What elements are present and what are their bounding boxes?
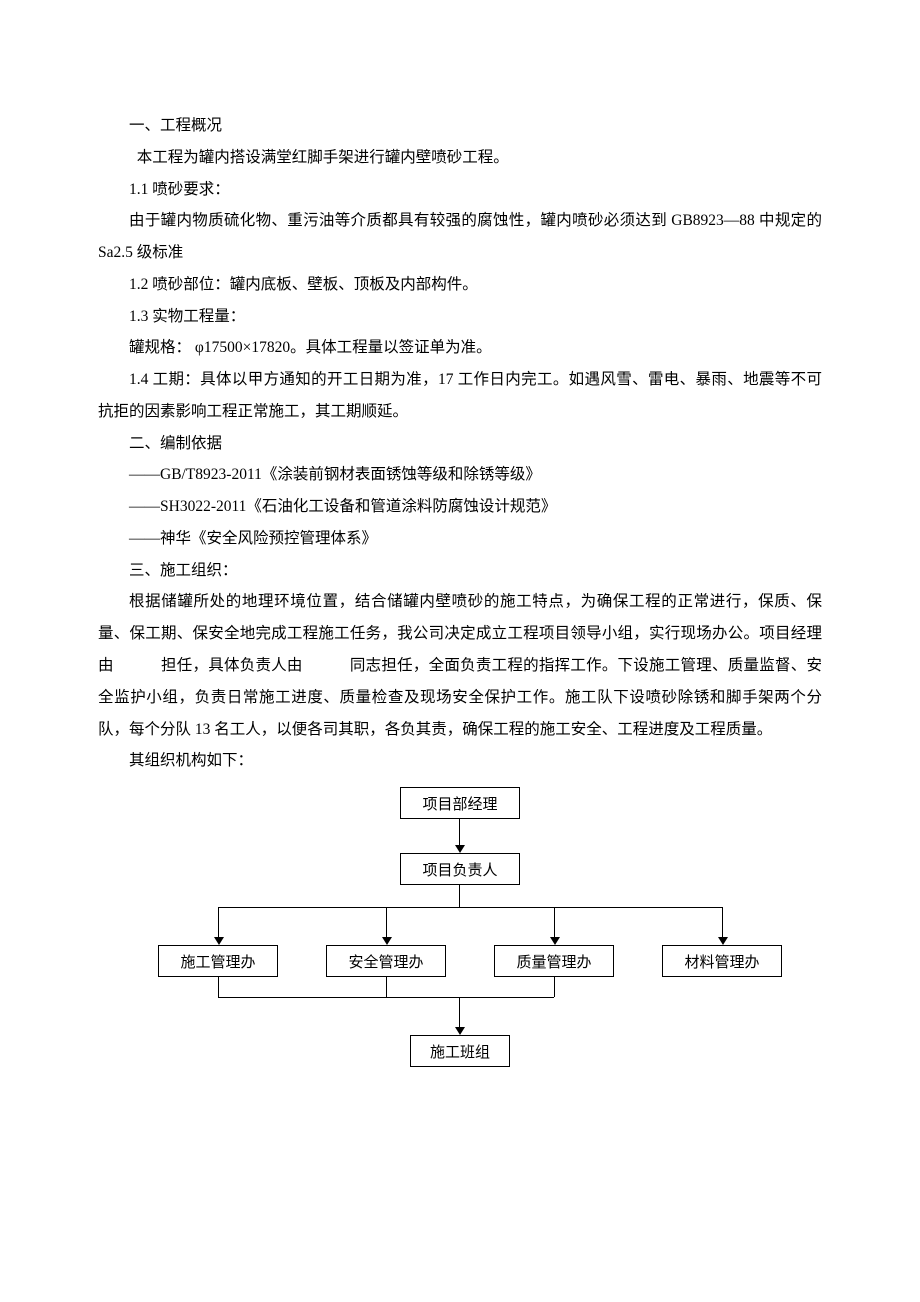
node-root: 项目部经理 [400, 787, 520, 819]
node-leader-label: 项目负责人 [422, 859, 497, 880]
org-chart-intro: 其组织机构如下： [98, 745, 822, 777]
org-chart: 项目部经理 项目负责人 施工管理办 安全管理办 质量管理办 材料管理办 施工班组 [98, 787, 822, 1087]
node-leader: 项目负责人 [400, 853, 520, 885]
conn-drop-c2 [386, 977, 387, 997]
node-safety-label: 安全管理办 [348, 951, 423, 972]
para-requirement: 由于罐内物质硫化物、重污油等介质都具有较强的腐蚀性，罐内喷砂必须达到 GB892… [98, 205, 822, 269]
section-1-2: 1.2 喷砂部位：罐内底板、壁板、顶板及内部构件。 [98, 269, 822, 301]
ref-shenhua: ——神华《安全风险预控管理体系》 [98, 523, 822, 555]
conn-team-stem [459, 997, 460, 1027]
conn-horiz-bus [218, 907, 722, 908]
conn-drop-c1 [218, 977, 219, 997]
intro-para: 本工程为罐内搭设满堂红脚手架进行罐内壁喷砂工程。 [98, 142, 822, 174]
node-team-label: 施工班组 [430, 1041, 490, 1062]
node-material-label: 材料管理办 [684, 951, 759, 972]
node-root-label: 项目部经理 [422, 793, 497, 814]
heading-2: 二、编制依据 [98, 428, 822, 460]
arrow-n1 [214, 937, 224, 945]
heading-1: 一、工程概况 [98, 110, 822, 142]
node-quality: 质量管理办 [494, 945, 614, 977]
conn-drop-n3 [554, 907, 555, 937]
section-1-1: 1.1 喷砂要求： [98, 174, 822, 206]
conn-drop-n2 [386, 907, 387, 937]
conn-drop-n1 [218, 907, 219, 937]
node-construction-label: 施工管理办 [180, 951, 255, 972]
arrow-n3 [550, 937, 560, 945]
arrow-root-leader [455, 845, 465, 853]
node-material: 材料管理办 [662, 945, 782, 977]
document-page: 一、工程概况 本工程为罐内搭设满堂红脚手架进行罐内壁喷砂工程。 1.1 喷砂要求… [0, 0, 920, 1167]
arrow-n4 [718, 937, 728, 945]
node-safety: 安全管理办 [326, 945, 446, 977]
ref-sh: ——SH3022-2011《石油化工设备和管道涂料防腐蚀设计规范》 [98, 491, 822, 523]
node-quality-label: 质量管理办 [516, 951, 591, 972]
arrow-n2 [382, 937, 392, 945]
conn-drop-n4 [722, 907, 723, 937]
arrow-team [455, 1027, 465, 1035]
para-tank-spec: 罐规格： φ17500×17820。具体工程量以签证单为准。 [98, 332, 822, 364]
conn-leader-children-stem [459, 885, 460, 907]
section-1-3: 1.3 实物工程量： [98, 301, 822, 333]
node-construction: 施工管理办 [158, 945, 278, 977]
conn-children-bus [218, 997, 554, 998]
org-description: 根据储罐所处的地理环境位置，结合储罐内壁喷砂的施工特点，为确保工程的正常进行，保… [98, 586, 822, 745]
conn-drop-c3 [554, 977, 555, 997]
heading-3: 三、施工组织： [98, 555, 822, 587]
conn-root-leader [459, 819, 460, 845]
ref-gb: ——GB/T8923-2011《涂装前钢材表面锈蚀等级和除锈等级》 [98, 459, 822, 491]
node-team: 施工班组 [410, 1035, 510, 1067]
section-1-4: 1.4 工期：具体以甲方通知的开工日期为准，17 工作日内完工。如遇风雪、雷电、… [98, 364, 822, 428]
